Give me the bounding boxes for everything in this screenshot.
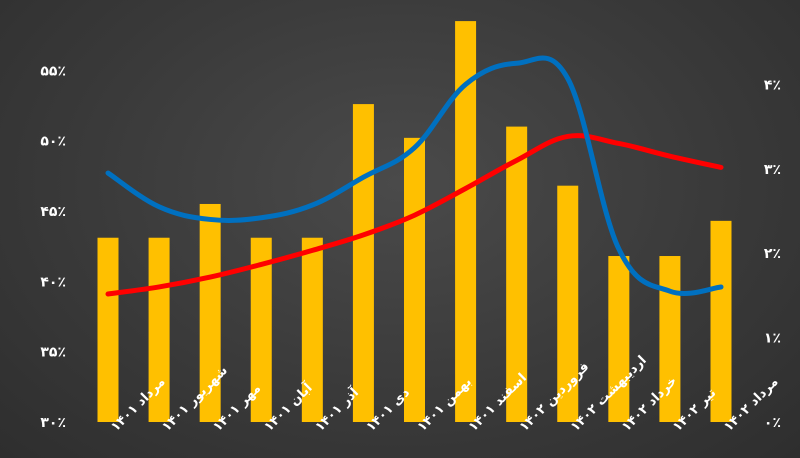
bar: [250, 237, 272, 422]
blue-line: [105, 55, 724, 297]
right-tick-label: ۳٪: [764, 162, 781, 178]
bar: [710, 220, 732, 422]
bar-series: [97, 21, 732, 423]
bar: [506, 126, 528, 422]
bar: [301, 237, 323, 422]
right-tick-label: ۰٪: [764, 415, 781, 431]
left-tick-label: ۵۵٪: [40, 63, 66, 79]
bar: [352, 104, 374, 423]
bar: [659, 256, 681, 422]
bar: [608, 256, 630, 422]
left-tick-label: ۳۵٪: [40, 345, 66, 361]
bar: [404, 137, 425, 422]
bar: [455, 21, 477, 422]
bar: [199, 203, 221, 422]
right-axis: ۰٪ ۱٪ ۲٪ ۳٪ ۴٪: [764, 77, 781, 431]
left-tick-label: ۳۰٪: [40, 415, 66, 431]
left-tick-label: ۵۰٪: [40, 134, 66, 150]
right-tick-label: ۲٪: [764, 246, 781, 262]
bar: [97, 237, 119, 422]
right-tick-label: ۴٪: [764, 77, 781, 93]
left-tick-label: ۴۵٪: [40, 204, 66, 220]
line-series: [105, 55, 724, 297]
bar: [557, 185, 579, 422]
left-axis: ۳۰٪ ۳۵٪ ۴۰٪ ۴۵٪ ۵۰٪ ۵۵٪: [40, 63, 66, 431]
left-tick-label: ۴۰٪: [40, 274, 66, 290]
right-tick-label: ۱٪: [764, 331, 781, 347]
red-line: [105, 133, 724, 297]
